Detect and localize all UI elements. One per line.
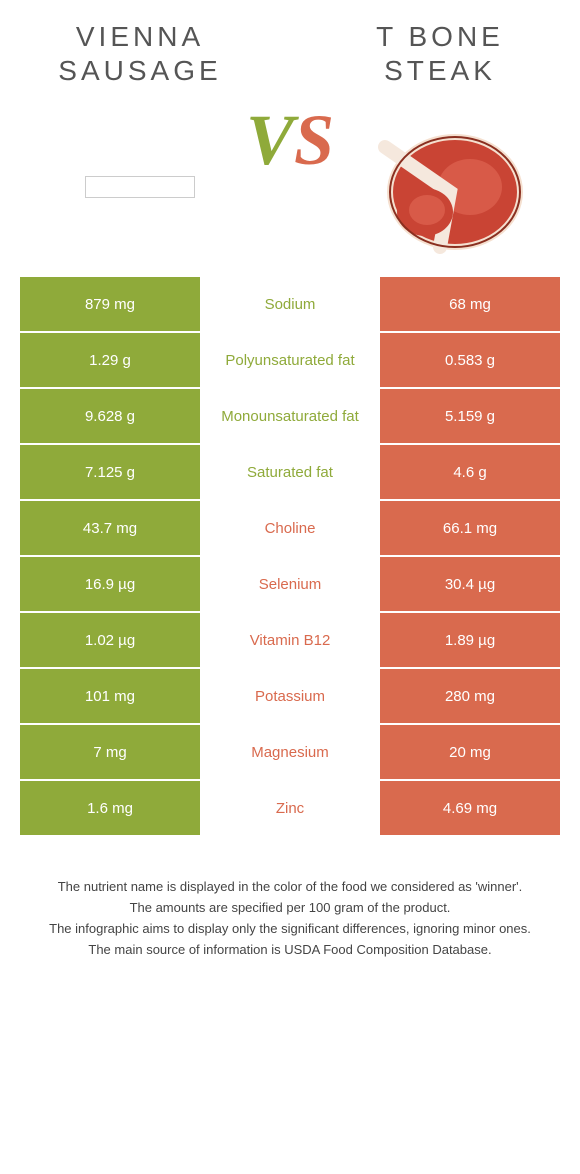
left-food-title: Vienna sausage [40, 20, 240, 87]
nutrient-label-cell: Zinc [200, 781, 380, 835]
left-value-cell: 43.7 mg [20, 501, 200, 555]
steak-icon [355, 117, 525, 257]
table-row: 7.125 gSaturated fat4.6 g [20, 445, 560, 501]
nutrient-label-cell: Monounsaturated fat [200, 389, 380, 443]
footer-line: The nutrient name is displayed in the co… [30, 877, 550, 898]
table-row: 9.628 gMonounsaturated fat5.159 g [20, 389, 560, 445]
left-value-cell: 879 mg [20, 277, 200, 331]
comparison-header: Vienna sausage VS T bone steak [20, 20, 560, 267]
right-value-cell: 5.159 g [380, 389, 560, 443]
right-food-image-slot [340, 107, 540, 267]
left-value-cell: 1.29 g [20, 333, 200, 387]
footer-notes: The nutrient name is displayed in the co… [20, 877, 560, 960]
right-value-cell: 30.4 µg [380, 557, 560, 611]
right-food-column: T bone steak [340, 20, 540, 267]
table-row: 16.9 µgSelenium30.4 µg [20, 557, 560, 613]
table-row: 7 mgMagnesium20 mg [20, 725, 560, 781]
left-value-cell: 9.628 g [20, 389, 200, 443]
nutrient-label-cell: Polyunsaturated fat [200, 333, 380, 387]
table-row: 1.29 gPolyunsaturated fat0.583 g [20, 333, 560, 389]
left-value-cell: 1.02 µg [20, 613, 200, 667]
vs-container: VS [246, 20, 334, 260]
table-row: 1.02 µgVitamin B121.89 µg [20, 613, 560, 669]
right-value-cell: 280 mg [380, 669, 560, 723]
footer-line: The main source of information is USDA F… [30, 940, 550, 961]
nutrient-label-cell: Magnesium [200, 725, 380, 779]
nutrient-label-cell: Choline [200, 501, 380, 555]
right-value-cell: 20 mg [380, 725, 560, 779]
right-value-cell: 66.1 mg [380, 501, 560, 555]
nutrient-label-cell: Vitamin B12 [200, 613, 380, 667]
footer-line: The amounts are specified per 100 gram o… [30, 898, 550, 919]
table-row: 1.6 mgZinc4.69 mg [20, 781, 560, 837]
left-value-cell: 1.6 mg [20, 781, 200, 835]
table-row: 43.7 mgCholine66.1 mg [20, 501, 560, 557]
table-row: 101 mgPotassium280 mg [20, 669, 560, 725]
vs-s: S [294, 100, 334, 180]
left-value-cell: 7.125 g [20, 445, 200, 499]
right-food-title: T bone steak [340, 20, 540, 87]
table-row: 879 mgSodium68 mg [20, 277, 560, 333]
right-value-cell: 1.89 µg [380, 613, 560, 667]
left-value-cell: 7 mg [20, 725, 200, 779]
right-value-cell: 4.6 g [380, 445, 560, 499]
right-value-cell: 0.583 g [380, 333, 560, 387]
left-image-placeholder [85, 176, 195, 198]
left-value-cell: 101 mg [20, 669, 200, 723]
vs-v: V [246, 100, 294, 180]
left-food-image-slot [40, 107, 240, 267]
footer-line: The infographic aims to display only the… [30, 919, 550, 940]
left-food-column: Vienna sausage [40, 20, 240, 267]
right-value-cell: 4.69 mg [380, 781, 560, 835]
left-value-cell: 16.9 µg [20, 557, 200, 611]
right-value-cell: 68 mg [380, 277, 560, 331]
nutrient-label-cell: Potassium [200, 669, 380, 723]
nutrient-label-cell: Saturated fat [200, 445, 380, 499]
nutrient-label-cell: Sodium [200, 277, 380, 331]
vs-label: VS [246, 99, 334, 182]
nutrient-table: 879 mgSodium68 mg1.29 gPolyunsaturated f… [20, 277, 560, 837]
nutrient-label-cell: Selenium [200, 557, 380, 611]
